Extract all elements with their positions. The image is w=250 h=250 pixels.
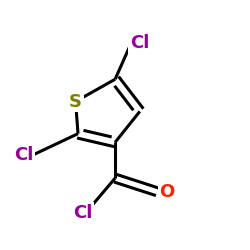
Text: O: O [160,183,175,201]
Text: Cl: Cl [73,204,93,222]
Text: S: S [69,92,82,110]
Text: Cl: Cl [130,34,150,52]
Text: Cl: Cl [14,146,33,164]
